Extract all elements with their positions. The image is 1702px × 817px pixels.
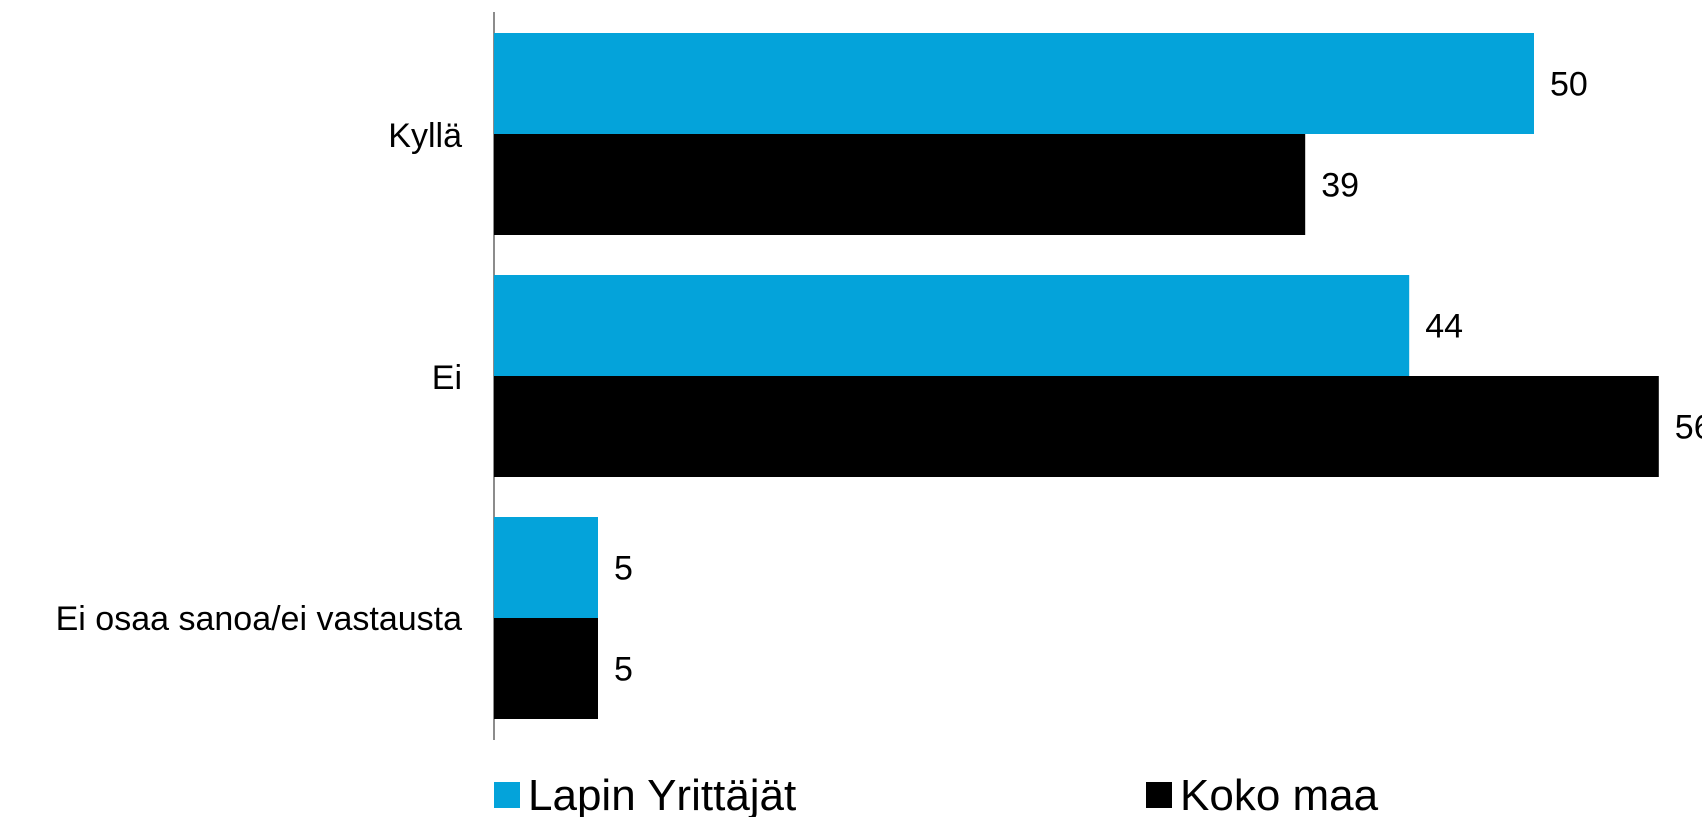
legend-swatch-koko-maa xyxy=(1146,782,1172,808)
legend: Lapin Yrittäjät Koko maa xyxy=(494,771,1379,817)
bar-lapin-yrittajat-kylla xyxy=(494,33,1534,134)
bar-lapin-yrittajat-ei-osaa-sanoa-ei-vastausta xyxy=(494,517,598,618)
value-label-koko-maa-ei-osaa-sanoa-ei-vastausta: 5 xyxy=(614,651,633,689)
bar-lapin-yrittajat-ei xyxy=(494,275,1410,376)
bar-koko-maa-ei-osaa-sanoa-ei-vastausta xyxy=(494,618,598,719)
category-label-ei-osaa-sanoa: Ei osaa sanoa/ei vastausta xyxy=(56,600,462,638)
bars-group xyxy=(494,33,1659,719)
legend-label-koko-maa: Koko maa xyxy=(1180,771,1379,817)
category-label-kylla: Kyllä xyxy=(388,117,462,155)
value-label-lapin-yrittajat-kylla: 50 xyxy=(1550,66,1588,104)
bar-koko-maa-kylla xyxy=(494,134,1306,235)
bar-koko-maa-ei xyxy=(494,376,1659,477)
value-label-lapin-yrittajat-ei: 44 xyxy=(1425,308,1463,346)
value-label-lapin-yrittajat-ei-osaa-sanoa-ei-vastausta: 5 xyxy=(614,550,633,588)
value-labels-group: 50 39 44 56 5 5 xyxy=(614,66,1702,689)
legend-swatch-lapin-yrittajat xyxy=(494,782,520,808)
legend-label-lapin-yrittajat: Lapin Yrittäjät xyxy=(528,771,796,817)
category-labels: Kyllä Ei Ei osaa sanoa/ei vastausta xyxy=(56,117,462,638)
value-label-koko-maa-ei: 56 xyxy=(1675,409,1702,447)
category-label-ei: Ei xyxy=(432,359,462,397)
value-label-koko-maa-kylla: 39 xyxy=(1321,167,1359,205)
